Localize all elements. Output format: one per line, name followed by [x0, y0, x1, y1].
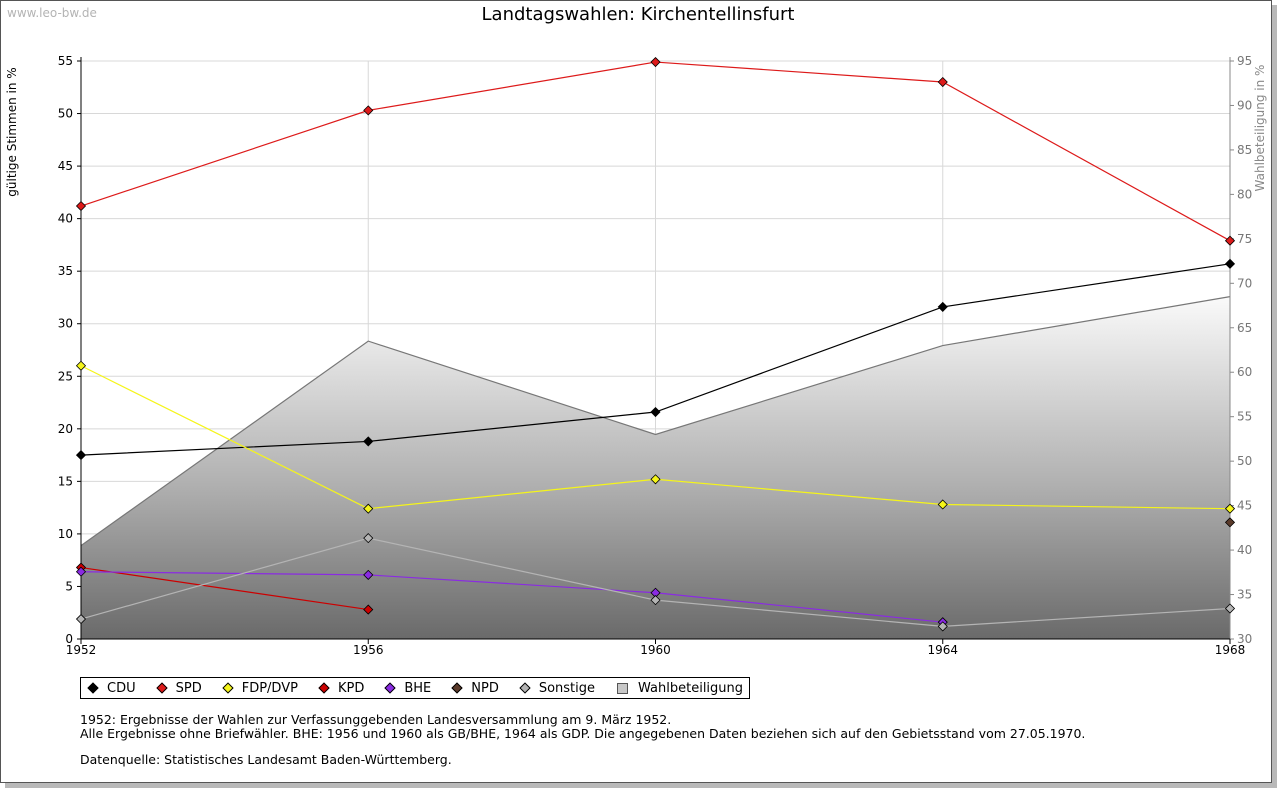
point-cdu-1956 [363, 436, 374, 447]
y2-tick-label-85: 85 [1237, 143, 1252, 157]
point-spd-1956 [363, 105, 374, 116]
tick-labels: 0 5 10 15 20 25 30 35 40 45 50 55 30 35 40 45 50 55 60 65 70… [58, 54, 1253, 657]
point-sonstige-1964 [937, 621, 948, 632]
legend-label-kpd: KPD [337, 680, 365, 696]
point-fdp-dvp-1960 [650, 474, 661, 485]
y-tick-label-30: 30 [58, 317, 73, 331]
y2-tick-label-55: 55 [1237, 410, 1252, 424]
legend-item-spd: SPD [155, 680, 202, 696]
y-tick-label-0: 0 [65, 632, 73, 646]
legend-label-npd: NPD [471, 680, 499, 696]
turnout-area-fill [81, 296, 1230, 639]
footnotes: 1952: Ergebnisse der Wahlen zur Verfassu… [80, 713, 1085, 767]
x-tick-label-1968: 1968 [1215, 643, 1246, 657]
point-spd-1968 [1224, 235, 1236, 246]
series-line-bhe [80, 571, 943, 623]
chart-title: Landtagswahlen: Kirchentellinsfurt [482, 4, 795, 25]
y2-axis-label: Wahlbeteiligung in % [1253, 65, 1267, 192]
y-tick-label-35: 35 [58, 264, 73, 278]
y2-tick-label-80: 80 [1237, 187, 1252, 201]
point-spd-1952 [75, 200, 87, 212]
y2-tick-label-90: 90 [1237, 98, 1252, 112]
y-tick-label-20: 20 [58, 422, 73, 436]
y2-tick-label-75: 75 [1237, 232, 1252, 246]
watermark: www.leo-bw.de [7, 6, 97, 20]
point-cdu-1952 [75, 450, 87, 461]
note-source: Datenquelle: Statistisches Landesamt Bad… [80, 752, 452, 767]
point-bhe-1952 [75, 566, 87, 577]
point-sonstige-1968 [1224, 603, 1236, 614]
series-line-kpd [80, 566, 369, 611]
point-npd-1968 [1224, 517, 1236, 528]
turnout-area-line [80, 296, 1231, 547]
point-kpd-1956 [363, 604, 374, 615]
legend: CDU SPD FDP/DVP KPD BHE NPD Sonstige Wah… [80, 677, 751, 699]
note-line-2: Alle Ergebnisse ohne Briefwähler. BHE: 1… [80, 726, 1086, 741]
y-tick-label-15: 15 [58, 474, 73, 488]
y-tick-label-55: 55 [58, 54, 73, 68]
point-sonstige-1960 [650, 595, 661, 606]
axes [77, 57, 1234, 644]
y-tick-label-45: 45 [58, 159, 73, 173]
y2-tick-label-50: 50 [1237, 454, 1252, 468]
legend-item-wahlbeteiligung: Wahlbeteiligung [617, 681, 743, 696]
point-sonstige-1952 [75, 613, 87, 625]
point-fdp-dvp-1964 [937, 499, 948, 510]
x-tick-label-1956: 1956 [353, 643, 384, 657]
point-spd-1960 [650, 56, 661, 68]
y-axis-label: gültige Stimmen in % [5, 67, 19, 196]
turnout-area [80, 296, 1231, 639]
y-tick-label-10: 10 [58, 527, 73, 541]
point-cdu-1960 [650, 406, 661, 418]
y-tick-label-25: 25 [58, 369, 73, 383]
point-fdp-dvp-1956 [363, 503, 374, 514]
point-fdp-dvp-1952 [75, 360, 87, 371]
y2-tick-label-35: 35 [1237, 588, 1252, 602]
y2-tick-label-70: 70 [1237, 276, 1252, 290]
legend-item-sonstige: Sonstige [519, 680, 596, 696]
point-spd-1964 [937, 76, 948, 88]
note-line-1: 1952: Ergebnisse der Wahlen zur Verfassu… [80, 712, 672, 727]
legend-label-spd: SPD [175, 680, 202, 696]
x-tick-label-1964: 1964 [927, 643, 958, 657]
x-tick-label-1960: 1960 [640, 643, 671, 657]
legend-marker-kpd [318, 682, 330, 694]
y2-tick-label-65: 65 [1237, 321, 1252, 335]
y2-tick-label-45: 45 [1237, 499, 1252, 513]
y-tick-label-40: 40 [58, 212, 73, 226]
legend-label-fdp: FDP/DVP [241, 680, 298, 696]
point-cdu-1964 [937, 301, 948, 312]
y2-tick-label-95: 95 [1237, 54, 1252, 68]
legend-label-bhe: BHE [404, 680, 432, 696]
legend-marker-wahlbeteiligung [617, 682, 629, 694]
legend-item-bhe: BHE [384, 680, 432, 696]
point-cdu-1968 [1224, 258, 1236, 269]
legend-item-fdp: FDP/DVP [222, 680, 298, 696]
legend-marker-fdp [222, 682, 234, 694]
series-lines [75, 56, 1236, 632]
point-fdp-dvp-1968 [1224, 503, 1236, 514]
legend-item-npd: NPD [451, 680, 499, 696]
y2-tick-label-40: 40 [1237, 543, 1252, 557]
legend-marker-sonstige [519, 682, 531, 694]
legend-marker-cdu [87, 682, 99, 694]
point-bhe-1956 [363, 569, 374, 580]
legend-label-wahlbeteiligung: Wahlbeteiligung [638, 680, 744, 696]
point-sonstige-1956 [363, 533, 374, 544]
y2-tick-label-30: 30 [1237, 632, 1252, 646]
legend-marker-npd [451, 682, 463, 694]
legend-item-cdu: CDU [87, 680, 136, 696]
y2-tick-label-60: 60 [1237, 365, 1252, 379]
legend-label-cdu: CDU [107, 680, 136, 696]
legend-label-sonstige: Sonstige [538, 680, 596, 696]
legend-marker-bhe [384, 682, 396, 694]
y-tick-label-50: 50 [58, 107, 73, 121]
legend-item-kpd: KPD [318, 680, 365, 696]
y-tick-label-5: 5 [65, 579, 73, 593]
legend-marker-spd [155, 682, 168, 694]
x-tick-label-1952: 1952 [66, 643, 97, 657]
